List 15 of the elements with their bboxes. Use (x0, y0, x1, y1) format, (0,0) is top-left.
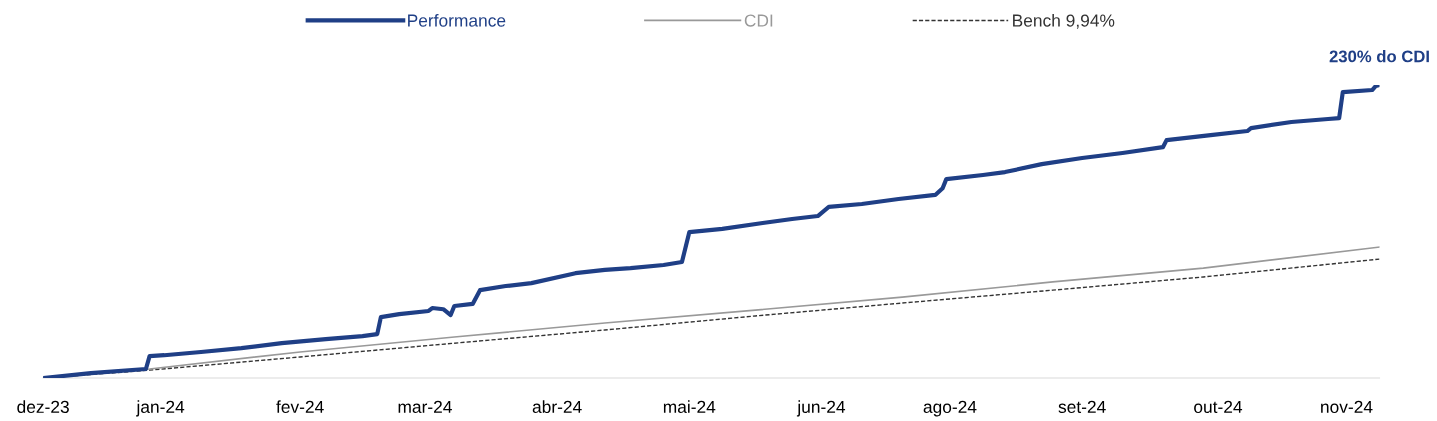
x-tick-label: jan-24 (136, 400, 185, 417)
x-tick-label: abr-24 (532, 400, 582, 414)
x-tick-label: dez-23 (17, 400, 69, 414)
x-tick-label: jun-24 (796, 400, 846, 417)
text: CDI (744, 14, 773, 27)
x-tick-label: out-24 (1194, 400, 1243, 414)
x-tick-label: fev-24 (276, 400, 324, 414)
x-tick-label: set-24 (1058, 400, 1106, 414)
x-tick-label: nov-24 (1321, 400, 1373, 414)
x-tick-label: mai-24 (663, 400, 716, 414)
annotation: 230% do CDI (1329, 50, 1429, 63)
x-tick-label: ago-24 (923, 400, 977, 417)
text: Performance (408, 13, 506, 27)
x-tick-label: mar-24 (398, 400, 452, 414)
text: Bench 9,94% (1013, 13, 1115, 29)
